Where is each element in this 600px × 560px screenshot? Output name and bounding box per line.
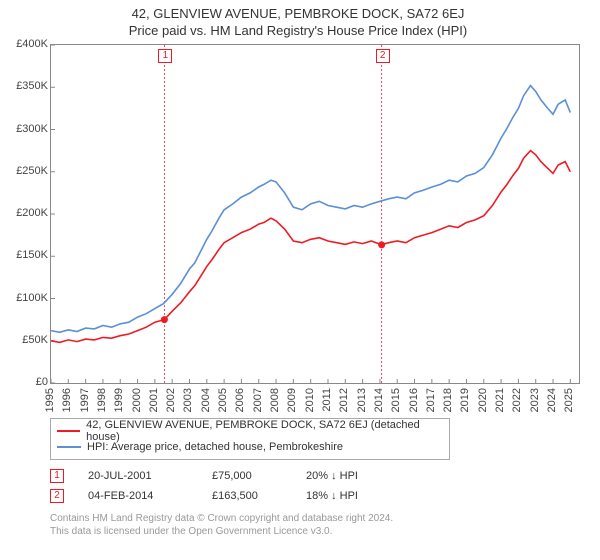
x-tick-label: 2017 [425,388,437,412]
x-tick-label: 2001 [148,388,160,412]
chart-subtitle: Price paid vs. HM Land Registry's House … [6,23,590,38]
x-tick-label: 1995 [44,388,56,412]
y-tick-label: £300K [16,123,48,135]
y-axis: £0£50K£100K£150K£200K£250K£300K£350K£400… [6,44,50,384]
x-tick-label: 2004 [200,388,212,412]
x-tick-label: 2014 [373,388,385,412]
reference-marker: 2 [376,49,390,63]
x-tick-label: 1999 [113,388,125,412]
x-tick-label: 2000 [131,388,143,412]
x-tick-label: 2025 [563,388,575,412]
x-tick-label: 2024 [546,388,558,412]
x-tick-label: 2002 [165,388,177,412]
chart-area: £0£50K£100K£150K£200K£250K£300K£350K£400… [6,44,586,414]
x-tick-label: 1996 [61,388,73,412]
legend-swatch [57,446,81,448]
sale-price: £75,000 [212,470,282,482]
x-tick-label: 2021 [494,388,506,412]
sale-diff: 18% ↓ HPI [306,490,396,502]
legend-swatch [57,430,80,432]
x-tick-label: 2005 [217,388,229,412]
footer-line-2: This data is licensed under the Open Gov… [50,525,590,538]
chart-title: 42, GLENVIEW AVENUE, PEMBROKE DOCK, SA72… [6,6,590,21]
y-tick-label: £350K [16,80,48,92]
x-tick-label: 2007 [252,388,264,412]
sale-marker: 2 [50,489,64,503]
y-tick-label: £50K [22,334,48,346]
x-tick-label: 2015 [390,388,402,412]
x-tick-label: 2018 [442,388,454,412]
y-tick-label: £100K [16,292,48,304]
sale-row: 2 04-FEB-2014 £163,500 18% ↓ HPI [50,486,590,506]
x-tick-label: 1998 [96,388,108,412]
x-tick-label: 2003 [182,388,194,412]
plot-area: 12 [50,44,580,384]
y-tick-label: £400K [16,38,48,50]
y-tick-label: £150K [16,249,48,261]
x-tick-label: 2019 [459,388,471,412]
legend-box: 42, GLENVIEW AVENUE, PEMBROKE DOCK, SA72… [50,418,450,460]
x-tick-label: 2012 [338,388,350,412]
y-tick-label: £200K [16,207,48,219]
footer-line-1: Contains HM Land Registry data © Crown c… [50,512,590,525]
sale-row: 1 20-JUL-2001 £75,000 20% ↓ HPI [50,466,590,486]
x-axis: 1995199619971998199920002001200220032004… [50,384,580,414]
x-tick-label: 2006 [234,388,246,412]
reference-marker: 1 [158,49,172,63]
x-tick-label: 2016 [408,388,420,412]
x-tick-label: 2008 [269,388,281,412]
legend-label: 42, GLENVIEW AVENUE, PEMBROKE DOCK, SA72… [86,419,443,443]
sale-date: 20-JUL-2001 [88,470,188,482]
x-tick-label: 2013 [356,388,368,412]
x-tick-label: 2011 [321,388,333,412]
x-tick-label: 2020 [477,388,489,412]
x-tick-label: 2010 [304,388,316,412]
legend-item: 42, GLENVIEW AVENUE, PEMBROKE DOCK, SA72… [57,423,443,439]
y-tick-label: £250K [16,165,48,177]
x-tick-label: 2009 [286,388,298,412]
footer-attribution: Contains HM Land Registry data © Crown c… [50,512,590,538]
x-tick-label: 2023 [529,388,541,412]
sale-price: £163,500 [212,490,282,502]
x-tick-label: 1997 [79,388,91,412]
y-tick-label: £0 [36,376,48,388]
legend-label: HPI: Average price, detached house, Pemb… [87,441,343,453]
sale-marker: 1 [50,469,64,483]
x-tick-label: 2022 [511,388,523,412]
sale-date: 04-FEB-2014 [88,490,188,502]
sales-table: 1 20-JUL-2001 £75,000 20% ↓ HPI 2 04-FEB-2014… [50,466,590,506]
sale-diff: 20% ↓ HPI [306,470,396,482]
